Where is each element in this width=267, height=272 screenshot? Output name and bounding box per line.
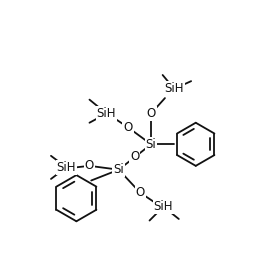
Text: Si: Si	[113, 163, 124, 176]
Text: O: O	[147, 107, 156, 120]
Text: O: O	[123, 121, 133, 134]
Text: O: O	[136, 186, 145, 199]
Text: O: O	[85, 159, 94, 172]
Text: SiH: SiH	[57, 161, 76, 174]
Text: SiH: SiH	[97, 107, 116, 120]
Text: Si: Si	[146, 138, 156, 151]
Text: O: O	[130, 150, 140, 163]
Text: SiH: SiH	[154, 200, 173, 213]
Text: SiH: SiH	[164, 82, 184, 95]
